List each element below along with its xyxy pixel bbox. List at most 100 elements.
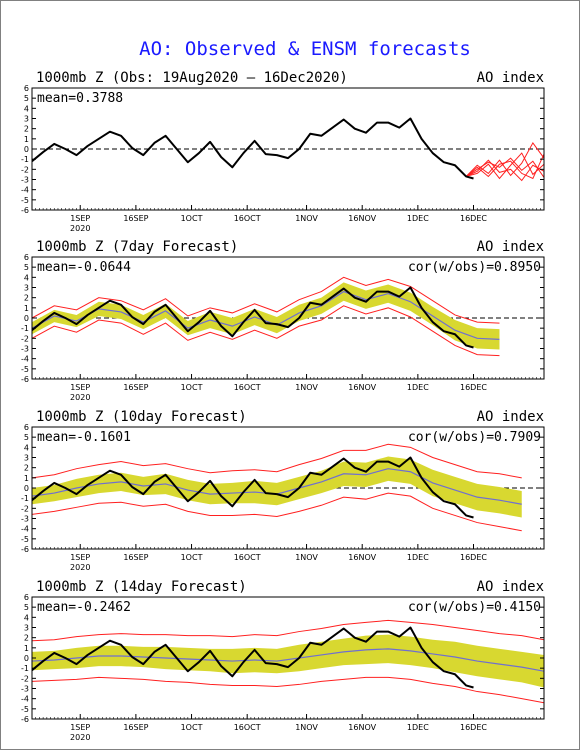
y-tick-label: -4 bbox=[21, 186, 29, 195]
y-tick-label: -2 bbox=[21, 674, 29, 683]
panel-title: 1000mb Z (7day Forecast) bbox=[36, 239, 238, 255]
panels: 1000mb Z (Obs: 19Aug2020 – 16Dec2020) AO … bbox=[21, 70, 545, 742]
ensemble-upper-extreme bbox=[32, 276, 500, 324]
y-tick-label: -3 bbox=[21, 345, 29, 354]
y-tick-label: -2 bbox=[21, 504, 29, 513]
plot-area bbox=[32, 117, 544, 182]
y-tick-label: 0 bbox=[24, 314, 29, 323]
x-tick-label: 16SEP bbox=[123, 553, 148, 562]
correlation-label: cor(w/obs)=0.4150 bbox=[408, 600, 541, 615]
y-tick-label: 6 bbox=[24, 253, 29, 262]
x-tick-label: 16DEC bbox=[460, 553, 487, 562]
correlation-label: cor(w/obs)=0.7909 bbox=[408, 430, 541, 445]
x-tick-label: 1OCT bbox=[181, 383, 203, 392]
y-tick-label: 0 bbox=[24, 484, 29, 493]
y-tick-label: 2 bbox=[24, 125, 29, 134]
ensemble-member-line-3 bbox=[465, 141, 544, 177]
y-tick-label: 0 bbox=[24, 145, 29, 154]
y-tick-label: 3 bbox=[24, 115, 29, 124]
y-tick-label: -6 bbox=[21, 375, 29, 384]
mean-label: mean=-0.0644 bbox=[37, 260, 131, 275]
y-tick-label: -6 bbox=[21, 715, 29, 724]
panel-4: 1000mb Z (14day Forecast) AO index-6-5-4-… bbox=[21, 579, 545, 742]
y-tick-label: -2 bbox=[21, 334, 29, 343]
y-tick-label: 5 bbox=[24, 263, 29, 272]
y-tick-label: 2 bbox=[24, 464, 29, 473]
index-label: AO index bbox=[477, 70, 544, 86]
x-tick-label: 1SEP bbox=[70, 214, 90, 223]
ensemble-spread-band bbox=[32, 456, 522, 518]
ensemble-member-line-5 bbox=[465, 153, 544, 180]
y-tick-label: -3 bbox=[21, 685, 29, 694]
ensemble-spread-band bbox=[32, 282, 500, 350]
y-tick-label: -5 bbox=[21, 365, 29, 374]
x-tick-label: 16OCT bbox=[234, 553, 261, 562]
x-tick-label: 16OCT bbox=[234, 723, 261, 732]
observed-line bbox=[32, 117, 474, 180]
ensemble-lower-extreme bbox=[32, 305, 500, 357]
y-tick-label: -4 bbox=[21, 695, 29, 704]
x-tick-label: 1NOV bbox=[295, 553, 318, 562]
y-tick-label: 0 bbox=[24, 654, 29, 663]
y-tick-label: -5 bbox=[21, 535, 29, 544]
x-tick-label: 16OCT bbox=[234, 214, 261, 223]
y-tick-label: 1 bbox=[24, 304, 29, 313]
x-tick-label: 16DEC bbox=[460, 383, 487, 392]
x-year-label: 2020 bbox=[70, 224, 90, 233]
x-tick-label: 1SEP bbox=[70, 553, 90, 562]
x-tick-label: 16SEP bbox=[123, 214, 148, 223]
ensemble-lower-extreme bbox=[32, 492, 522, 532]
observed-line bbox=[32, 286, 474, 349]
figure-title: AO: Observed & ENSM forecasts bbox=[139, 38, 471, 60]
mean-label: mean=0.3788 bbox=[37, 91, 123, 106]
x-tick-label: 1DEC bbox=[407, 723, 429, 732]
ensemble-upper-extreme bbox=[32, 443, 522, 479]
y-tick-label: -6 bbox=[21, 206, 29, 215]
x-tick-label: 16NOV bbox=[348, 553, 376, 562]
ensemble-upper-extreme bbox=[32, 619, 544, 642]
panel-title: 1000mb Z (Obs: 19Aug2020 – 16Dec2020) bbox=[36, 70, 348, 86]
ensemble-member-line-2 bbox=[465, 152, 544, 180]
panel-title: 1000mb Z (10day Forecast) bbox=[36, 409, 247, 425]
y-tick-label: 3 bbox=[24, 454, 29, 463]
panel-title: 1000mb Z (14day Forecast) bbox=[36, 579, 247, 595]
plot-area bbox=[32, 619, 544, 704]
panel-2: 1000mb Z (7day Forecast) AO index -6-5-4-3… bbox=[21, 239, 545, 402]
x-tick-label: 1NOV bbox=[295, 383, 318, 392]
plot-area bbox=[32, 443, 544, 532]
x-tick-label: 16SEP bbox=[123, 383, 148, 392]
y-tick-label: 5 bbox=[24, 433, 29, 442]
x-year-label: 2020 bbox=[70, 393, 90, 402]
y-tick-label: 1 bbox=[24, 135, 29, 144]
y-tick-label: -2 bbox=[21, 165, 29, 174]
y-tick-label: -3 bbox=[21, 176, 29, 185]
panel-3: 1000mb Z (10day Forecast) AO index-6-5-4-… bbox=[21, 409, 545, 572]
y-tick-label: 6 bbox=[24, 423, 29, 432]
x-tick-label: 16NOV bbox=[348, 383, 376, 392]
y-tick-label: -1 bbox=[21, 664, 29, 673]
x-tick-label: 1NOV bbox=[295, 214, 318, 223]
ensemble-mean-line bbox=[32, 648, 544, 672]
x-tick-label: 1DEC bbox=[407, 383, 429, 392]
y-tick-label: 3 bbox=[24, 624, 29, 633]
y-tick-label: 2 bbox=[24, 634, 29, 643]
index-label: AO index bbox=[477, 409, 544, 425]
x-tick-label: 1DEC bbox=[407, 553, 429, 562]
y-tick-label: 1 bbox=[24, 474, 29, 483]
ensemble-lower-extreme bbox=[32, 676, 544, 704]
y-tick-label: 1 bbox=[24, 644, 29, 653]
x-tick-label: 16SEP bbox=[123, 723, 148, 732]
mean-label: mean=-0.2462 bbox=[37, 600, 131, 615]
x-tick-label: 16NOV bbox=[348, 214, 376, 223]
y-tick-label: -3 bbox=[21, 515, 29, 524]
correlation-label: cor(w/obs)=0.8950 bbox=[408, 260, 541, 275]
plot-area bbox=[32, 276, 544, 357]
x-tick-label: 16OCT bbox=[234, 383, 261, 392]
x-tick-label: 1NOV bbox=[295, 723, 318, 732]
y-tick-label: -4 bbox=[21, 525, 29, 534]
y-tick-label: -5 bbox=[21, 705, 29, 714]
y-tick-label: 5 bbox=[24, 94, 29, 103]
y-tick-label: -1 bbox=[21, 155, 29, 164]
y-tick-label: 3 bbox=[24, 284, 29, 293]
